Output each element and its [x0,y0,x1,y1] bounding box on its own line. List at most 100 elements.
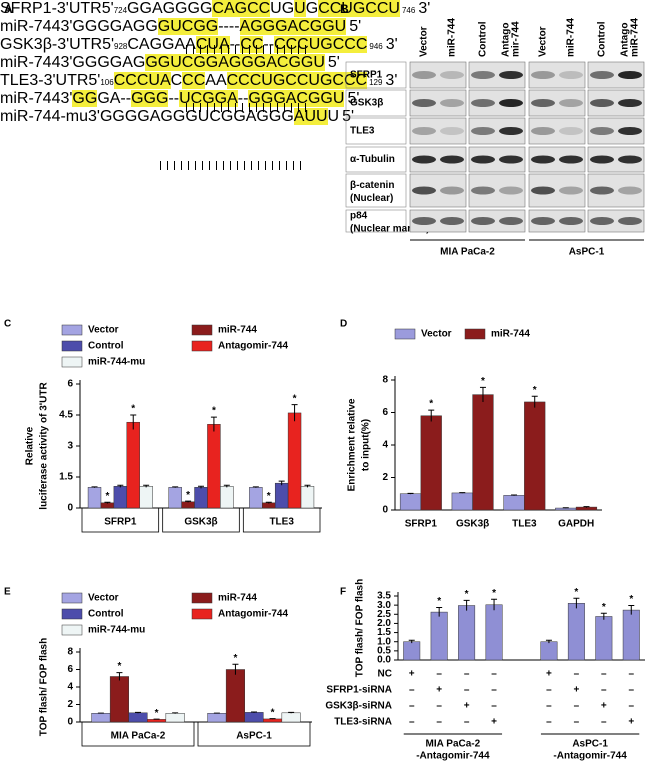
treatment-sign: – [601,685,607,696]
bar [126,421,140,509]
panel-label: C [4,319,11,330]
legend-label: miR-744 [218,325,257,336]
error-bar [562,507,569,509]
treatment-sign: + [409,669,415,680]
error-bar [600,612,607,620]
treatment-label: GSK3β-siRNA [325,701,392,712]
significance-mark: * [602,602,606,613]
y-tick-label: 2 [67,699,73,710]
legend-swatch [61,324,83,336]
seed-match: U [294,0,306,17]
x-tick-label: SFRP1 [405,519,438,530]
error-bar [130,414,137,430]
significance-mark: * [233,653,237,664]
treatment-sign: + [464,701,470,712]
row-label-box [345,209,407,233]
protein-note: (Nuclear) [350,193,393,204]
legend-swatch [191,340,213,352]
legend-swatch [61,608,83,620]
error-bar [408,639,415,644]
treatment-sign: – [409,717,415,728]
error-bar [210,416,217,432]
treatment-sign: – [491,669,497,680]
blot-band [412,99,436,107]
error-bar [407,492,414,495]
blot-band [499,186,523,195]
legend-swatch [61,340,83,352]
bar [181,501,195,509]
blot-band [559,127,583,135]
error-bar [288,711,295,714]
blot-band [559,99,583,107]
row-label-box [345,117,407,145]
blot-band [440,71,464,79]
treatment-sign: – [628,669,634,680]
treatment-sign: – [491,685,497,696]
blot-background [528,117,586,145]
significance-mark: * [117,661,121,672]
y-axis-label: Relative [25,426,36,465]
error-bar [198,485,204,489]
treatment-sign: + [573,685,579,696]
protein-label: GSK3β [350,98,383,109]
error-bar [265,501,272,504]
strand-end: 5' [101,0,114,17]
error-bar [91,486,98,488]
lane-label: Control [597,21,608,57]
blot-background [468,209,526,233]
error-bar [278,480,285,486]
bar [262,502,276,509]
group-label: -Antagomir-744 [416,751,490,762]
sequence: ---- [218,18,240,35]
y-tick-label: 0.0 [377,655,391,666]
error-bar [251,711,257,713]
y-tick-label: 2 [382,472,388,483]
significance-mark: * [533,385,537,396]
blot-band [412,127,436,135]
y-tick-label: 0 [382,505,388,516]
seed-match: CCUGCCU [318,0,400,17]
treatment-sign: – [436,669,442,680]
blot-band [412,71,436,79]
significance-mark: * [437,596,441,607]
lane-label: Antago [620,23,631,57]
sequence: -- [237,90,249,107]
significance-mark: * [186,490,190,501]
seed-match: GUCGG [157,18,219,35]
legend-swatch [464,328,486,340]
bar [403,641,421,661]
lane-label: miR-744 [630,18,641,57]
sequence-row: SFRP1-3'UTR5'724GGAGGGGCAGCCUGUGCCUGCCU 7… [0,0,650,18]
panel-label: B [340,2,349,16]
sequence-name: miR-744 [0,90,61,107]
significance-mark: * [212,406,216,417]
y-tick-label: 8 [67,647,73,658]
sequence-row: TLE3-3'UTR5'106CCCUACCCAACCCUGCCUGCCC 129… [0,72,650,90]
legend-swatch [191,608,213,620]
y-tick-label: 0.5 [377,645,391,656]
blot-background [409,117,467,145]
legend-swatch [61,592,83,604]
bar [472,394,494,511]
legend-label: miR-744 [491,329,530,340]
legend-label: Antagomir-744 [218,609,288,620]
legend-label: Vector [88,325,119,336]
group-label: -Antagomir-744 [553,751,627,762]
protein-label: p84 [350,211,368,222]
legend-label: miR-744-mu [88,625,145,636]
treatment-label: NC [378,669,392,680]
bar [147,719,167,723]
protein-label: α-Tubulin [350,154,395,165]
strand-end: 3' [385,36,398,53]
legend-label: miR-744-mu [88,357,145,368]
significance-mark: * [131,404,135,415]
sequence: -- [168,90,180,107]
bar [622,609,640,661]
blot-band [590,155,614,164]
bar [503,495,525,511]
error-bar [511,494,518,496]
significance-mark: * [481,376,485,387]
significance-mark: * [267,491,271,502]
bar [109,676,129,723]
error-bar [479,386,486,402]
